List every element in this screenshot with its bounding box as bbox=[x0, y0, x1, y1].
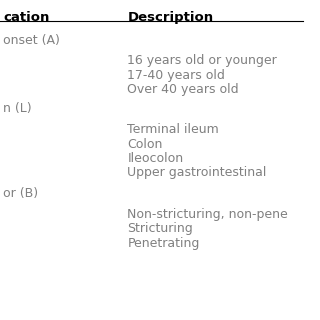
Text: Ileocolon: Ileocolon bbox=[127, 152, 183, 165]
Text: 17-40 years old: 17-40 years old bbox=[127, 69, 225, 82]
Text: Terminal ileum: Terminal ileum bbox=[127, 123, 219, 136]
Text: Penetrating: Penetrating bbox=[127, 237, 200, 250]
Text: Upper gastrointestinal: Upper gastrointestinal bbox=[127, 166, 267, 180]
Text: cation: cation bbox=[3, 11, 49, 24]
Text: n (L): n (L) bbox=[3, 102, 32, 116]
Text: Over 40 years old: Over 40 years old bbox=[127, 83, 239, 96]
Text: onset (A): onset (A) bbox=[3, 34, 60, 47]
Text: Colon: Colon bbox=[127, 138, 163, 151]
Text: 16 years old or younger: 16 years old or younger bbox=[127, 54, 277, 68]
Text: or (B): or (B) bbox=[3, 187, 38, 200]
Text: Stricturing: Stricturing bbox=[127, 222, 193, 236]
Text: Description: Description bbox=[127, 11, 213, 24]
Text: Non-stricturing, non-pene: Non-stricturing, non-pene bbox=[127, 208, 288, 221]
